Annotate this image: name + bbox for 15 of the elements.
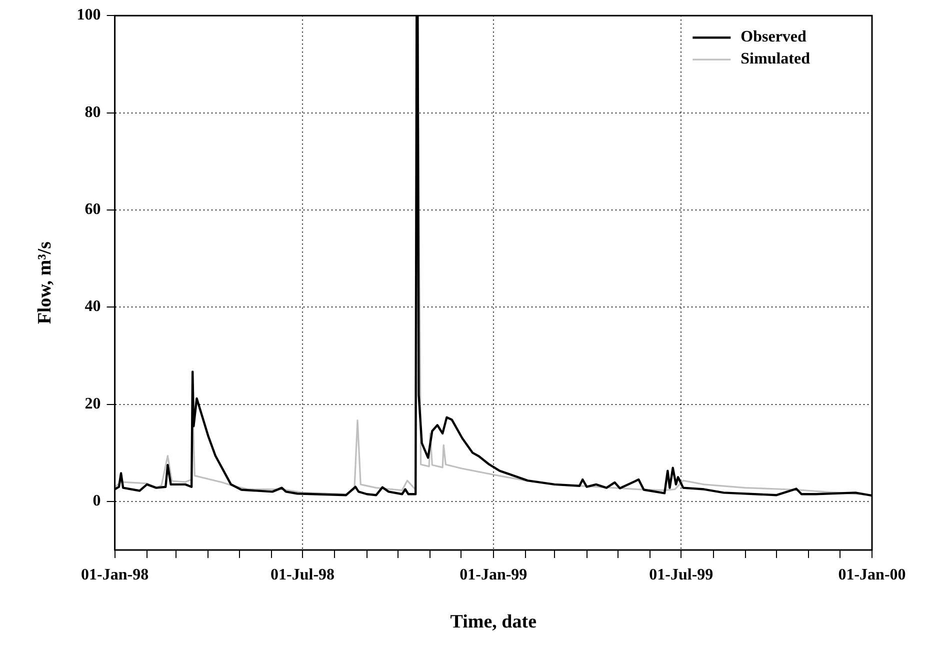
y-tick-label: 60	[84, 201, 101, 218]
x-tick-label: 01-Jan-99	[460, 566, 528, 584]
y-tick-label: 80	[84, 104, 101, 121]
y-tick-label: 100	[76, 6, 101, 24]
legend-label: Simulated	[740, 50, 810, 68]
x-tick-label: 01-Jul-99	[649, 566, 714, 584]
x-axis-title: Time, date	[450, 612, 536, 633]
legend-label: Observed	[740, 28, 807, 46]
y-axis-title: Flow, m³/s	[34, 241, 56, 324]
x-tick-label: 01-Jan-98	[81, 566, 149, 584]
y-tick-label: 0	[92, 492, 101, 510]
x-tick-label: 01-Jan-00	[838, 566, 906, 584]
y-tick-label: 20	[84, 395, 101, 412]
x-tick-label: 01-Jul-98	[270, 566, 335, 584]
y-tick-label: 40	[84, 298, 101, 316]
